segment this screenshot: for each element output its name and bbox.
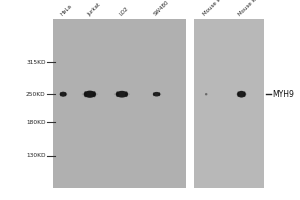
- Ellipse shape: [244, 91, 246, 97]
- Ellipse shape: [114, 92, 130, 96]
- Bar: [194, 19, 264, 188]
- Ellipse shape: [205, 93, 207, 95]
- Ellipse shape: [205, 93, 206, 95]
- Text: SW480: SW480: [153, 0, 170, 17]
- Ellipse shape: [237, 91, 246, 98]
- Text: 180KD: 180KD: [26, 120, 46, 125]
- Text: LO2: LO2: [118, 6, 129, 17]
- Ellipse shape: [93, 91, 96, 97]
- Ellipse shape: [158, 92, 160, 96]
- Ellipse shape: [65, 92, 67, 96]
- Text: 315KD: 315KD: [26, 60, 46, 65]
- Ellipse shape: [237, 91, 239, 97]
- Ellipse shape: [60, 92, 61, 96]
- Ellipse shape: [153, 92, 160, 97]
- Text: Mouse lung: Mouse lung: [238, 0, 264, 17]
- Ellipse shape: [84, 91, 87, 97]
- Text: MYH9: MYH9: [272, 90, 294, 99]
- Ellipse shape: [116, 91, 128, 98]
- Ellipse shape: [152, 93, 161, 95]
- Text: Jurkat: Jurkat: [86, 2, 101, 17]
- Ellipse shape: [116, 91, 119, 97]
- Ellipse shape: [153, 92, 155, 96]
- Ellipse shape: [60, 92, 67, 97]
- Text: Mouse liver: Mouse liver: [203, 0, 228, 17]
- Ellipse shape: [84, 91, 96, 98]
- Ellipse shape: [59, 93, 68, 96]
- Text: HeLa: HeLa: [60, 4, 73, 17]
- Text: 130KD: 130KD: [26, 153, 46, 158]
- Ellipse shape: [125, 91, 128, 97]
- Bar: [52, 19, 186, 188]
- Text: 250KD: 250KD: [26, 92, 46, 97]
- Ellipse shape: [205, 94, 208, 95]
- Ellipse shape: [82, 92, 98, 96]
- Ellipse shape: [236, 92, 247, 96]
